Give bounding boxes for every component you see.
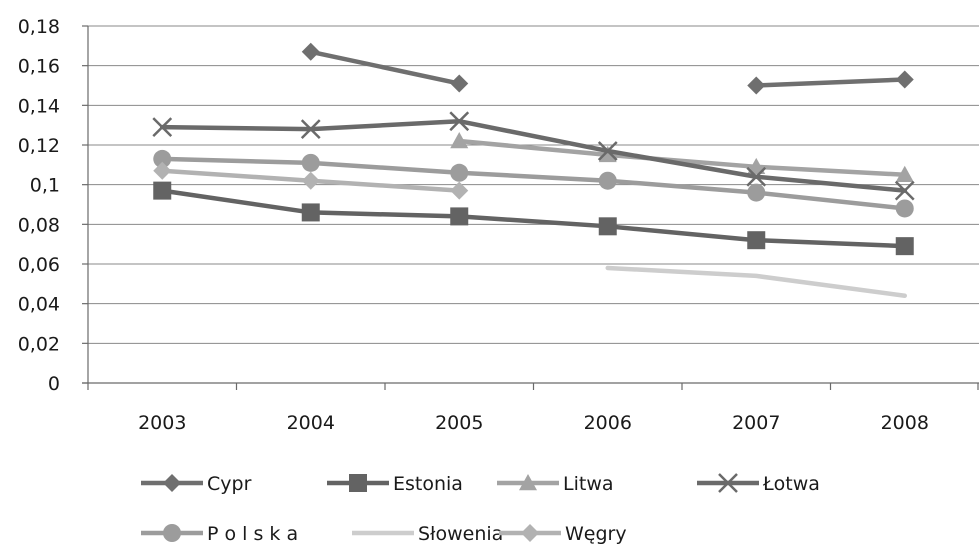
x-tick-label: 2003: [138, 412, 186, 434]
legend-label: Litwa: [563, 473, 614, 495]
data-point: [301, 203, 320, 222]
data-point: [450, 207, 469, 226]
series-6: [153, 161, 469, 200]
x-marker-stroke: [597, 141, 618, 161]
data-point: [895, 237, 914, 256]
series-line: [457, 138, 907, 177]
legend-marker: [163, 474, 181, 492]
data-point: [153, 149, 172, 168]
data-point: [895, 199, 914, 218]
x-marker-stroke: [152, 117, 173, 138]
x-marker-stroke: [746, 166, 767, 187]
legend-label: Estonia: [393, 473, 463, 495]
data-point: [301, 153, 320, 172]
legend-item: P o l s k a: [141, 523, 298, 545]
y-axis-tick-labels: 0 0,02 0,04 0,06 0,08 0,1 0,12 0,14 0,16 0,18: [18, 16, 60, 395]
legend-label: Cypr: [207, 473, 252, 495]
legend: Cypr Estonia Litwa Łotwa P o l s k a Słowenia…: [141, 473, 820, 545]
y-tick-label: 0,12: [18, 135, 60, 157]
series-line: [605, 265, 907, 298]
series-line: [754, 77, 907, 88]
data-point: [895, 70, 914, 89]
legend-marker: [519, 474, 537, 491]
series-line: [160, 156, 907, 211]
data-point: [598, 145, 617, 163]
data-point: [894, 180, 915, 201]
data-point: [301, 42, 320, 61]
x-marker-stroke: [300, 119, 321, 140]
legend-label: Słowenia: [418, 523, 503, 545]
legend-label: P o l s k a: [207, 523, 298, 545]
data-point: [450, 74, 469, 93]
data-point: [747, 76, 766, 95]
series-3: [152, 111, 915, 201]
series-line: [160, 188, 907, 249]
x-marker-stroke: [449, 111, 470, 132]
legend-label: Łotwa: [762, 473, 820, 495]
x-marker-stroke: [718, 473, 738, 493]
x-tick-label: 2006: [584, 412, 632, 434]
data-point: [152, 117, 173, 138]
y-tick-label: 0,04: [18, 294, 60, 316]
data-point: [153, 181, 172, 200]
series-lines: [152, 42, 915, 298]
legend-marker: [163, 524, 181, 542]
legend-item: Cypr: [141, 473, 252, 495]
x-tick-label: 2008: [881, 412, 929, 434]
gridlines: [88, 25, 979, 344]
legend-marker: [521, 524, 539, 542]
y-tick-label: 0,16: [18, 56, 60, 78]
legend-item: Łotwa: [697, 473, 820, 495]
data-point: [597, 141, 618, 161]
y-tick-label: 0,18: [18, 16, 60, 38]
legend-marker: [349, 474, 367, 492]
series-line: [160, 118, 907, 193]
legend-item: Węgry: [499, 523, 627, 545]
y-tick-label: 0,08: [18, 214, 60, 236]
x-axis-tick-labels: 2003 2004 2005 2006 2007 2008: [138, 412, 929, 434]
data-point: [747, 183, 766, 202]
data-point: [301, 171, 320, 190]
series-4: [153, 149, 914, 218]
data-point: [598, 217, 617, 236]
data-point: [450, 132, 469, 149]
data-point: [450, 163, 469, 182]
data-point: [598, 171, 617, 190]
series-2: [450, 132, 914, 182]
axes: [82, 25, 979, 390]
y-tick-label: 0,1: [30, 175, 60, 197]
series-line: [308, 49, 462, 86]
series-5: [605, 265, 907, 298]
data-point: [895, 165, 914, 182]
x-tick-label: 2004: [287, 412, 335, 434]
x-tick-label: 2005: [435, 412, 483, 434]
data-point: [449, 111, 470, 132]
legend-label: Węgry: [565, 523, 627, 545]
series-0: [301, 42, 914, 95]
data-point: [153, 161, 172, 180]
y-tick-label: 0,14: [18, 95, 60, 117]
y-tick-label: 0,02: [18, 333, 60, 355]
legend-item: Litwa: [497, 473, 614, 495]
x-tick-label: 2007: [732, 412, 780, 434]
data-point: [747, 231, 766, 250]
data-point: [747, 157, 766, 175]
y-tick-label: 0: [48, 373, 60, 395]
data-point: [450, 181, 469, 200]
series-1: [153, 181, 914, 256]
data-point: [746, 166, 767, 187]
legend-item: Słowenia: [352, 523, 503, 545]
legend-marker: [718, 473, 738, 493]
data-point: [300, 119, 321, 140]
legend-item: Estonia: [327, 473, 463, 495]
x-marker-stroke: [894, 180, 915, 201]
y-tick-label: 0,06: [18, 254, 60, 276]
